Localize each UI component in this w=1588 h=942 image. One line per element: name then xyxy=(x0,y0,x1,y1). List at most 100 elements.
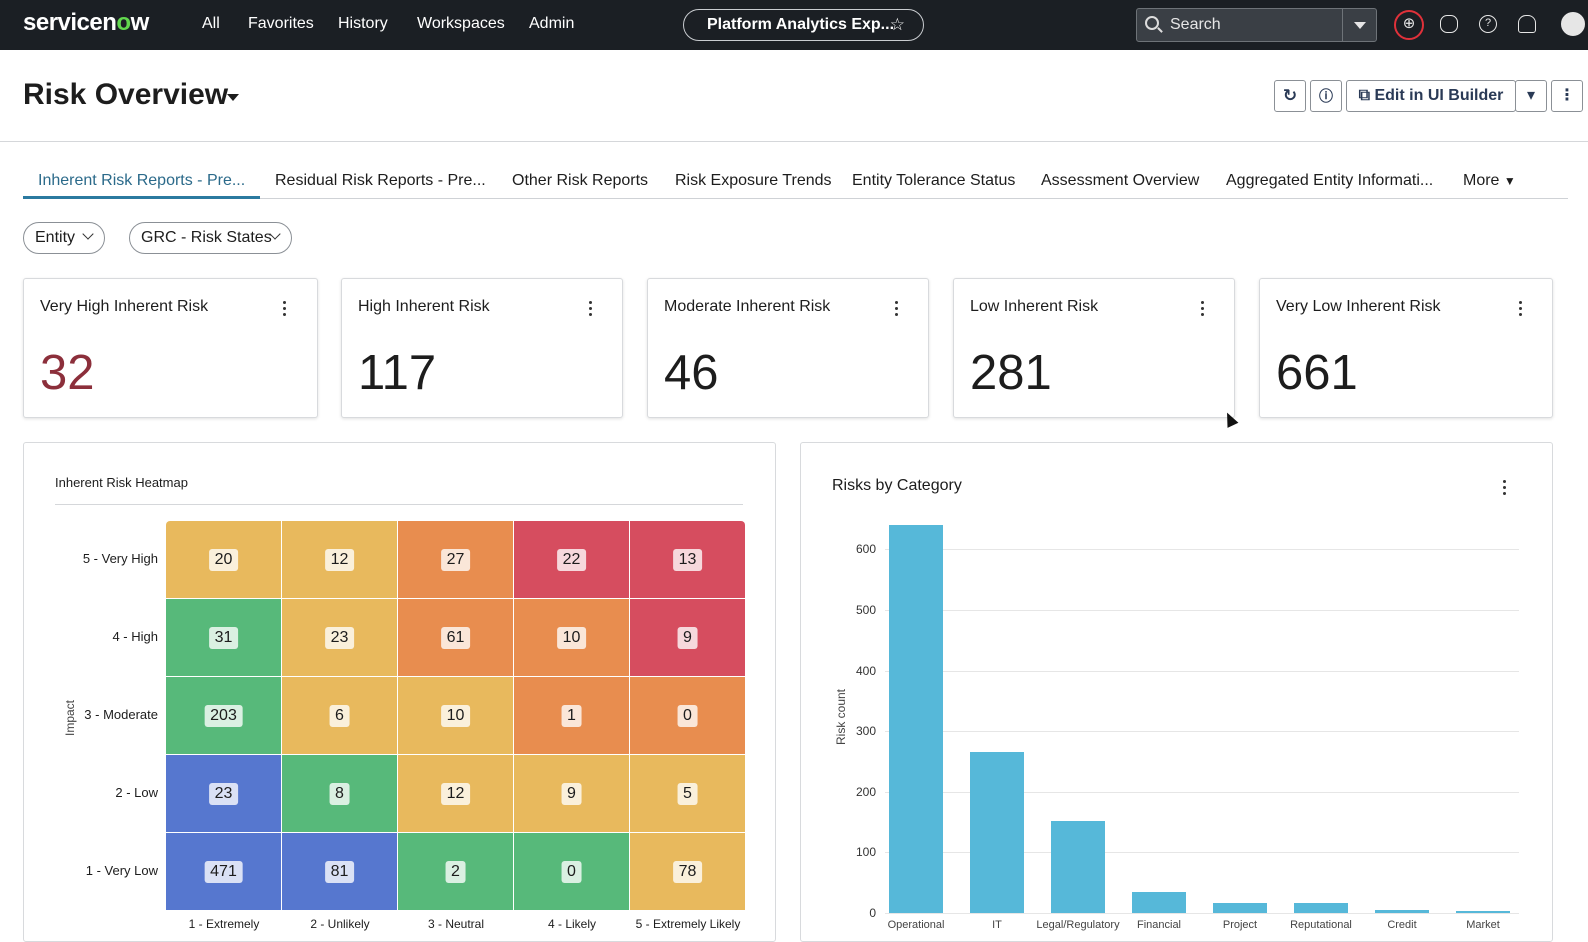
search-dropdown-button[interactable] xyxy=(1342,9,1376,41)
app-context-pill[interactable]: Platform Analytics Exp... ☆ xyxy=(683,9,924,41)
heatmap-cell[interactable]: 471 xyxy=(166,833,281,910)
heatmap-cell[interactable]: 5 xyxy=(630,755,745,832)
kpi-card-very-low[interactable]: Very Low Inherent Risk 661 xyxy=(1259,278,1553,418)
nav-workspaces[interactable]: Workspaces xyxy=(417,15,505,32)
heatmap-cell-value: 13 xyxy=(672,548,703,571)
star-icon[interactable]: ☆ xyxy=(889,15,905,34)
more-actions-button[interactable]: ⋮ xyxy=(1551,80,1583,112)
kpi-card-moderate[interactable]: Moderate Inherent Risk 46 xyxy=(647,278,929,418)
heatmap-cell[interactable]: 2 xyxy=(398,833,513,910)
chat-icon[interactable] xyxy=(1440,15,1458,33)
app-context-label: Platform Analytics Exp... xyxy=(707,16,895,33)
more-vertical-icon[interactable] xyxy=(895,301,899,317)
tab-entity-tolerance-status[interactable]: Entity Tolerance Status xyxy=(852,172,1016,189)
gridline xyxy=(885,913,1519,914)
kpi-value: 117 xyxy=(358,346,437,400)
heatmap-cell[interactable]: 61 xyxy=(398,599,513,676)
title-dropdown-icon[interactable] xyxy=(227,94,239,107)
globe-icon[interactable]: ⊕ xyxy=(1394,10,1424,40)
kpi-card-low[interactable]: Low Inherent Risk 281 xyxy=(953,278,1235,418)
heatmap-row-label: 2 - Low xyxy=(115,785,158,800)
nav-favorites[interactable]: Favorites xyxy=(248,15,314,32)
nav-all[interactable]: All xyxy=(202,15,220,32)
bar[interactable] xyxy=(889,525,943,913)
bar[interactable] xyxy=(1213,902,1267,913)
entity-filter[interactable]: Entity xyxy=(23,222,105,254)
entity-filter-label: Entity xyxy=(35,229,76,246)
kpi-title: Very High Inherent Risk xyxy=(40,298,209,315)
avatar[interactable] xyxy=(1561,12,1585,36)
bar[interactable] xyxy=(1375,909,1429,913)
heatmap-cell[interactable]: 0 xyxy=(630,677,745,754)
heatmap-cell[interactable]: 23 xyxy=(166,755,281,832)
help-icon[interactable]: ? xyxy=(1479,15,1497,33)
refresh-button[interactable]: ↻ xyxy=(1274,80,1306,112)
heatmap-cell-value: 20 xyxy=(208,548,239,571)
search-icon xyxy=(1145,16,1159,30)
heatmap-cell[interactable]: 6 xyxy=(282,677,397,754)
heatmap-cell-value: 61 xyxy=(440,626,471,649)
heatmap-cell[interactable]: 0 xyxy=(514,833,629,910)
heatmap-cell[interactable]: 8 xyxy=(282,755,397,832)
tab-other-risk-reports[interactable]: Other Risk Reports xyxy=(512,172,649,189)
more-vertical-icon[interactable] xyxy=(1519,301,1523,317)
heatmap-cell[interactable]: 27 xyxy=(398,521,513,598)
more-vertical-icon[interactable] xyxy=(1201,301,1205,317)
global-search[interactable]: Search xyxy=(1136,8,1377,42)
x-tick-label: Reputational xyxy=(1290,919,1352,931)
heatmap-cell[interactable]: 81 xyxy=(282,833,397,910)
more-vertical-icon: ⋮ xyxy=(1559,87,1575,104)
heatmap-cell-value: 2 xyxy=(445,860,466,883)
heatmap-cell[interactable]: 9 xyxy=(630,599,745,676)
heatmap-column-label: 5 - Extremely Likely xyxy=(635,917,741,931)
bar[interactable] xyxy=(1294,903,1348,913)
tab-risk-exposure-trends[interactable]: Risk Exposure Trends xyxy=(675,172,832,189)
heatmap-cell[interactable]: 20 xyxy=(166,521,281,598)
heatmap-cell-value: 31 xyxy=(208,626,239,649)
heatmap-cell[interactable]: 22 xyxy=(514,521,629,598)
kpi-title: Low Inherent Risk xyxy=(970,298,1099,315)
info-button[interactable]: ⓘ xyxy=(1310,80,1342,112)
more-vertical-icon[interactable] xyxy=(1503,480,1507,496)
heatmap-cell[interactable]: 203 xyxy=(166,677,281,754)
bell-icon[interactable] xyxy=(1518,15,1536,33)
bar[interactable] xyxy=(1456,910,1510,913)
tab-more-label: More xyxy=(1463,172,1500,189)
kpi-value: 281 xyxy=(970,346,1052,400)
bar[interactable] xyxy=(970,752,1024,913)
servicenow-logo[interactable]: servicenow xyxy=(23,9,149,36)
heatmap-cell[interactable]: 13 xyxy=(630,521,745,598)
search-input[interactable]: Search xyxy=(1170,16,1221,33)
tab-inherent-risk-reports[interactable]: Inherent Risk Reports - Pre... xyxy=(38,172,246,189)
more-vertical-icon[interactable] xyxy=(589,301,593,317)
kpi-card-high[interactable]: High Inherent Risk 117 xyxy=(341,278,623,418)
risk-states-filter[interactable]: GRC - Risk States xyxy=(129,222,292,254)
heatmap-cell[interactable]: 23 xyxy=(282,599,397,676)
nav-admin[interactable]: Admin xyxy=(529,15,575,32)
more-vertical-icon[interactable] xyxy=(283,301,287,317)
tab-assessment-overview[interactable]: Assessment Overview xyxy=(1041,172,1200,189)
heatmap-cell[interactable]: 12 xyxy=(398,755,513,832)
tab-aggregated-entity-information[interactable]: Aggregated Entity Informati... xyxy=(1226,172,1434,189)
tab-residual-risk-reports[interactable]: Residual Risk Reports - Pre... xyxy=(275,172,486,189)
tab-more[interactable]: More ▼ xyxy=(1463,172,1516,190)
bar[interactable] xyxy=(1051,820,1105,913)
heatmap-cell[interactable]: 78 xyxy=(630,833,745,910)
bar[interactable] xyxy=(1132,891,1186,913)
heatmap-cell[interactable]: 10 xyxy=(398,677,513,754)
y-tick-label: 200 xyxy=(855,784,876,799)
heatmap-cell-value: 6 xyxy=(329,704,350,727)
edit-in-ui-builder-button[interactable]: ⧉ Edit in UI Builder xyxy=(1346,80,1516,112)
kpi-card-very-high[interactable]: Very High Inherent Risk 32 xyxy=(23,278,318,418)
y-tick-label: 500 xyxy=(855,602,876,617)
chevron-down-icon: ▾ xyxy=(1526,87,1536,104)
heatmap-cell[interactable]: 10 xyxy=(514,599,629,676)
edit-options-dropdown[interactable]: ▾ xyxy=(1515,80,1547,112)
heatmap-cell[interactable]: 9 xyxy=(514,755,629,832)
heatmap-cell-value: 12 xyxy=(440,782,471,805)
report-tabs: Inherent Risk Reports - Pre... Residual … xyxy=(23,166,1568,199)
heatmap-cell[interactable]: 1 xyxy=(514,677,629,754)
heatmap-cell[interactable]: 12 xyxy=(282,521,397,598)
nav-history[interactable]: History xyxy=(338,15,388,32)
heatmap-cell[interactable]: 31 xyxy=(166,599,281,676)
